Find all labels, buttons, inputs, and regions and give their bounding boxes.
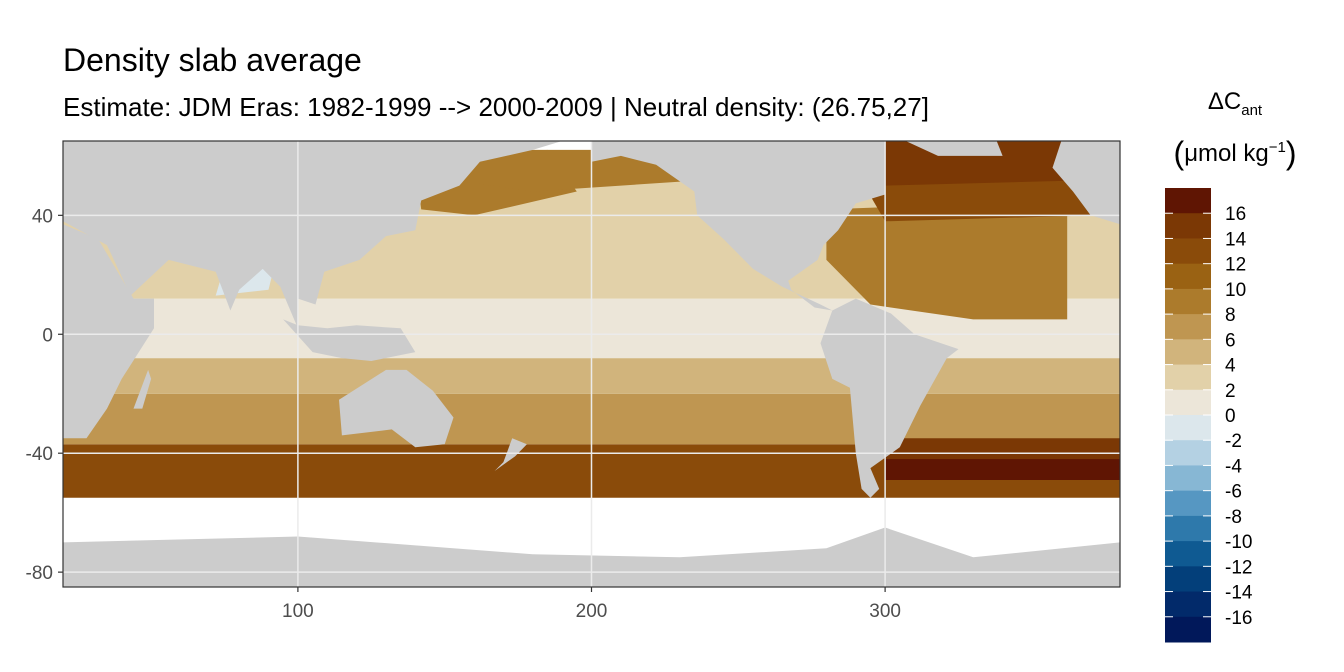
- legend-swatch: [1165, 415, 1211, 441]
- land-eurasia: [63, 141, 563, 329]
- legend-label: 4: [1225, 356, 1236, 377]
- y-tick-label: -80: [26, 563, 53, 584]
- legend-swatch: [1165, 288, 1211, 315]
- legend-title-variable: ΔCant: [1160, 88, 1310, 119]
- land-south-america: [820, 298, 959, 498]
- legend-label: 0: [1225, 406, 1236, 427]
- land-north-america: [591, 141, 886, 311]
- legend-swatch: [1165, 339, 1211, 366]
- legend-unit-close-paren: ): [1285, 135, 1297, 171]
- chart-subtitle: Estimate: JDM Eras: 1982-1999 --> 2000-2…: [63, 92, 929, 122]
- legend-swatch: [1165, 465, 1211, 492]
- land-australia: [339, 369, 454, 448]
- legend-label: 12: [1225, 255, 1246, 276]
- land-africa: [63, 224, 154, 439]
- land-greenland: [905, 141, 1003, 156]
- legend-title-sub: ant: [1241, 101, 1263, 119]
- legend-swatch: [1165, 238, 1211, 265]
- legend-title-main: ΔC: [1207, 88, 1242, 115]
- zone-north-atlantic-mid: [826, 200, 1068, 320]
- land-europe: [1052, 141, 1120, 225]
- legend-swatch: [1165, 591, 1211, 618]
- legend-swatch: [1165, 440, 1211, 466]
- legend-swatch: [1165, 541, 1211, 567]
- legend-label: -14: [1225, 583, 1253, 604]
- land-new-zealand: [494, 438, 527, 471]
- legend-label: 8: [1225, 305, 1236, 326]
- legend-swatch: [1165, 263, 1211, 290]
- y-tick-label: -40: [26, 444, 53, 465]
- x-tick-label: 300: [869, 601, 901, 622]
- legend-label: 6: [1225, 330, 1236, 351]
- zone-south-atlantic-max: [885, 459, 1120, 480]
- legend-label: 14: [1225, 229, 1247, 250]
- legend-swatch: [1165, 515, 1211, 542]
- legend-label: -10: [1225, 532, 1252, 553]
- legend-swatch: [1165, 188, 1211, 214]
- legend-swatch: [1165, 364, 1211, 391]
- legend-title-unit: (μmol kg−1): [1160, 135, 1310, 172]
- legend-swatch: [1165, 566, 1211, 593]
- legend-unit-main: μmol kg: [1184, 140, 1269, 167]
- legend-label: 10: [1225, 280, 1246, 301]
- legend-unit-open-paren: (: [1173, 135, 1185, 171]
- chart-title: Density slab average: [63, 42, 362, 78]
- legend-label: -8: [1225, 507, 1242, 528]
- legend-label: -2: [1225, 431, 1242, 452]
- legend-label: 2: [1225, 381, 1236, 402]
- x-tick-label: 200: [576, 601, 608, 622]
- legend-swatch: [1165, 616, 1211, 643]
- legend-swatch: [1165, 213, 1211, 239]
- y-tick-label: 0: [42, 325, 53, 346]
- legend-label: -16: [1225, 608, 1252, 629]
- land-madagascar: [133, 369, 152, 409]
- legend-label: -6: [1225, 482, 1242, 503]
- legend-label: -12: [1225, 557, 1252, 578]
- x-tick-label: 100: [282, 601, 314, 622]
- y-tick-label: 40: [32, 206, 53, 227]
- legend-swatch: [1165, 314, 1211, 340]
- land-indonesia: [283, 319, 416, 361]
- legend-swatch: [1165, 389, 1211, 416]
- legend-swatch: [1165, 490, 1211, 517]
- legend-label: 16: [1225, 204, 1246, 225]
- legend-unit-sup: −1: [1268, 139, 1286, 156]
- legend-label: -4: [1225, 456, 1242, 477]
